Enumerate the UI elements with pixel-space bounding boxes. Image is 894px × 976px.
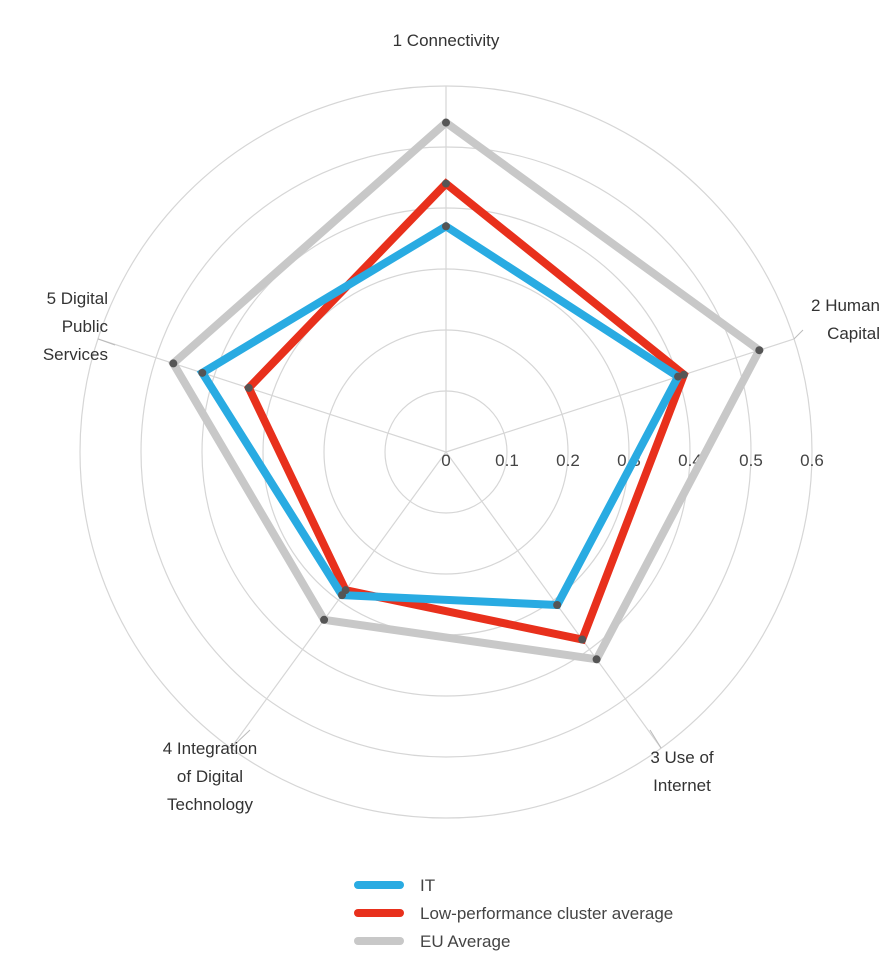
series-layer xyxy=(168,117,765,664)
data-point xyxy=(442,118,450,127)
label-leader-line xyxy=(230,729,251,749)
data-point xyxy=(674,372,683,381)
legend-label: IT xyxy=(420,876,435,895)
radial-tick-label: 0 xyxy=(441,451,450,470)
data-point xyxy=(338,591,347,600)
radial-tick-label: 0.5 xyxy=(739,451,763,470)
data-point xyxy=(592,655,601,664)
legend-label: Low-performance cluster average xyxy=(420,904,673,923)
legend-label: EU Average xyxy=(420,932,510,951)
data-point xyxy=(244,383,253,392)
category-labels: 1 Connectivity 2 Human Capital 3 Use of Inte… xyxy=(43,31,880,814)
axis-spoke xyxy=(97,338,447,453)
axis-spoke xyxy=(445,338,795,453)
axis-spoke xyxy=(445,451,662,749)
legend-item: Low-performance cluster average xyxy=(354,904,673,923)
data-point xyxy=(320,615,329,624)
data-point xyxy=(578,635,587,644)
series-line-eu-average xyxy=(168,117,765,664)
radial-tick-label: 0.2 xyxy=(556,451,580,470)
category-label: 4 Integration of Digital Technology xyxy=(163,739,258,814)
label-leader-line xyxy=(793,329,804,340)
category-label: 3 Use of Internet xyxy=(650,748,714,795)
data-point xyxy=(553,600,562,609)
data-point xyxy=(755,346,764,355)
data-point xyxy=(442,179,450,188)
series-line-it xyxy=(196,221,684,610)
radial-tick-label: 0.6 xyxy=(800,451,824,470)
label-leader-line xyxy=(649,729,662,749)
category-label: 1 Connectivity xyxy=(393,31,500,50)
series-line-low-performance-cluster-average xyxy=(243,178,689,645)
legend: IT Low-performance cluster average EU Aver… xyxy=(354,876,673,951)
data-point xyxy=(442,222,450,231)
data-point xyxy=(198,368,207,377)
grid xyxy=(79,85,813,819)
legend-item: EU Average xyxy=(354,932,510,951)
category-label: 5 Digital Public Services xyxy=(43,289,109,364)
legend-item: IT xyxy=(354,876,435,895)
data-point xyxy=(169,359,178,368)
radial-tick-label: 0.1 xyxy=(495,451,519,470)
category-label: 2 Human Capital xyxy=(811,296,880,343)
label-leader-line xyxy=(97,338,116,346)
axis-spoke xyxy=(230,451,447,749)
